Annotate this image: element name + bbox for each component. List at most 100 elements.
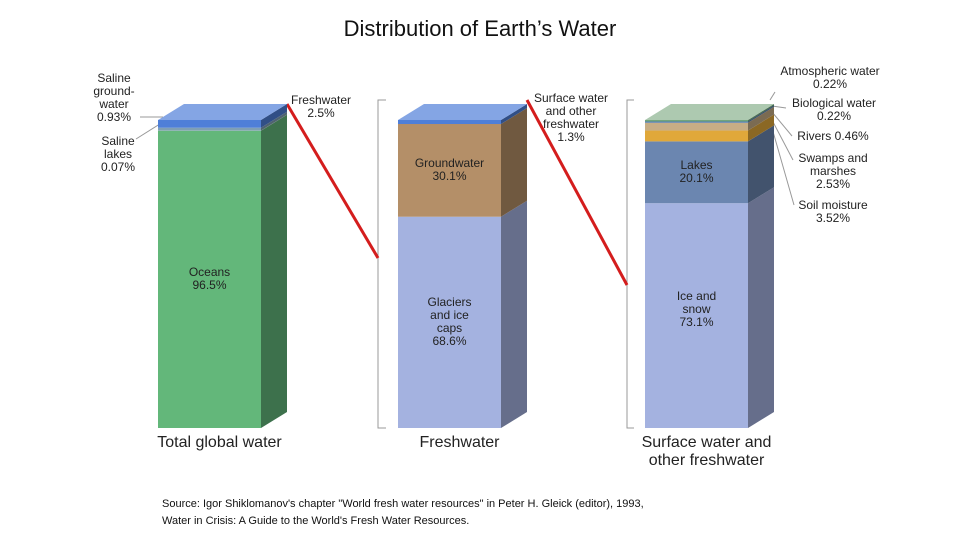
segment-value: 0.46% [834,129,869,143]
leader-line [771,111,793,137]
segment-value: 0.22% [812,77,848,91]
segment-name: Surface water and other freshwater [533,91,609,131]
segment [645,106,774,131]
segment-front [158,120,261,128]
segment-label: Soil moisture 3.52% [788,199,878,225]
segment-name: Ice and snow [676,288,717,316]
segment-label: Surface water and other freshwater 1.3% [526,92,616,144]
segment-front [398,120,501,125]
segment-value: 20.1% [679,171,714,186]
segment [645,105,774,123]
segment-label: Biological water 0.22% [784,97,884,123]
segment-label: Saline ground-water 0.93% [82,72,146,124]
leader-line [771,105,787,109]
segment-name: Atmospheric water [780,64,880,78]
segment-value: 68.6% [432,334,467,349]
segment-label: Saline lakes 0.07% [86,135,150,174]
segment-side [261,111,287,131]
segment [645,104,774,121]
segment-name: Rivers [797,129,832,143]
segment [645,114,774,142]
segment-value: 0.22% [816,109,852,123]
chart-title: Distribution of Earth’s Water [343,16,617,41]
segment-front [645,121,748,123]
segment [645,104,774,122]
segment [158,111,287,131]
connector-line [285,103,380,259]
segment-side [748,114,774,142]
segment-value: 96.5% [192,278,227,293]
segment-side [261,114,287,131]
segment-side [501,104,527,125]
segment-name: Biological water [791,96,877,110]
leader-line [771,119,794,161]
segment-label: Groundwater 30.1% [398,157,501,183]
segment-value: 0.93% [96,110,132,124]
segment-name: Swamps and marshes [798,151,868,178]
segment [158,114,287,131]
segment [645,187,774,428]
segment [398,108,527,217]
segment-value: 3.52% [815,211,851,225]
segment-label: Oceans 96.5% [158,266,261,292]
segment-front [645,120,748,121]
decoration [135,91,795,429]
segment-side [748,104,774,122]
leader-line [769,91,776,101]
segment-front [158,130,261,428]
segment-name: Saline ground-water [93,71,135,111]
segment [158,104,287,128]
segment-name: Glaciers and ice caps [427,295,472,336]
column-label: Total global water [157,434,282,451]
segment-name: Soil moisture [798,198,868,212]
segment-value: 0.07% [100,160,136,174]
segment-label: Glaciers and ice caps 68.6% [420,296,480,348]
segment-value: 2.5% [307,106,335,120]
leader-line [771,127,795,206]
connector-line [525,99,629,286]
segment-front [645,130,748,142]
segment-value: 1.3% [557,130,585,144]
segment-name: Saline lakes [101,134,135,161]
segment-value: 73.1% [679,314,714,329]
bracket [626,99,634,429]
bracket [377,99,386,429]
segment-label: Ice and snow 73.1% [667,288,727,329]
source-line: Water in Crisis: A Guide to the World's … [162,515,470,527]
segment-front [398,124,501,217]
segment-side [748,125,774,204]
segment-side [261,104,287,128]
segment-label: Freshwater 2.5% [286,94,356,120]
segment-front [645,120,748,122]
segment-side [748,106,774,131]
segment-name: Groundwater [414,156,485,171]
segment-side [501,108,527,217]
segment-name: Freshwater [290,93,352,107]
connectors [285,99,629,286]
column-top [645,104,774,120]
column-top [398,104,527,120]
segment-front [645,203,748,428]
segment-label: Atmospheric water 0.22% [770,65,890,91]
segment-side [748,104,774,121]
segment [645,125,774,204]
segment-front [158,127,261,131]
segment-side [501,200,527,428]
segment [398,104,527,125]
segment-label: Rivers 0.46% [788,130,878,143]
segment [398,200,527,428]
segment-side [748,187,774,428]
segment-side [748,105,774,123]
source-line: Source: Igor Shiklomanov's chapter "Worl… [162,498,644,510]
segment-value: 30.1% [432,169,467,184]
segment-side [261,114,287,428]
source: Source: Igor Shiklomanov's chapter "Worl… [162,496,644,530]
segment-name: Oceans [188,265,231,280]
segment-label: Swamps and marshes 2.53% [788,152,878,191]
segment-front [398,216,501,428]
segment-name: Lakes [680,158,713,173]
segment-value: 2.53% [815,177,851,191]
column-label: Freshwater [419,434,500,451]
